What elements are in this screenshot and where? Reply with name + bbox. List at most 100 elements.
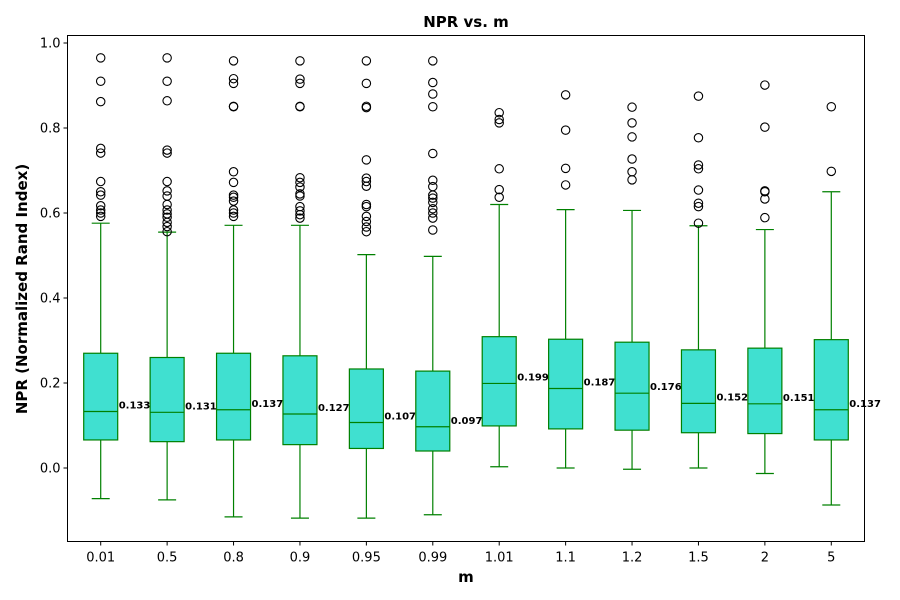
outlier-point: [760, 80, 770, 90]
outlier-point: [95, 190, 106, 200]
outlier-point: [428, 56, 438, 66]
median-value-label: 0.187: [584, 378, 616, 389]
outlier-point: [361, 101, 372, 112]
y-tick-label: 0.4: [40, 292, 61, 307]
median-value-label: 0.133: [119, 400, 151, 411]
y-tick-label: 0.8: [40, 122, 61, 137]
outlier-point: [162, 53, 172, 63]
outlier-point: [361, 176, 372, 187]
box-iqr: [481, 336, 517, 427]
outlier-point: [627, 132, 637, 142]
box-iqr: [282, 355, 318, 446]
box-iqr: [215, 352, 252, 441]
outlier-point: [295, 206, 305, 216]
median-value-label: 0.137: [252, 399, 284, 410]
outlier-point: [494, 192, 504, 203]
outlier-point: [228, 177, 239, 188]
outlier-point: [228, 208, 239, 218]
outlier-point: [560, 90, 571, 100]
median-value-label: 0.176: [650, 382, 682, 393]
outlier-point: [826, 102, 837, 112]
outlier-point: [428, 213, 438, 223]
outlier-point: [560, 180, 571, 190]
outlier-point: [361, 155, 372, 165]
outlier-point: [228, 196, 239, 206]
outlier-point: [627, 102, 637, 112]
outlier-point: [627, 167, 637, 177]
outlier-point: [494, 114, 504, 125]
outlier-point: [162, 191, 172, 201]
outlier-point: [228, 101, 239, 112]
outlier-point: [494, 164, 504, 174]
x-tick-label: 1.2: [622, 551, 643, 566]
outlier-point: [295, 74, 305, 84]
x-tick-label: 0.9: [290, 551, 311, 566]
outlier-point: [361, 216, 372, 227]
outlier-point: [95, 143, 106, 154]
y-tick-label: 0.2: [40, 377, 61, 392]
outlier-point: [295, 101, 305, 112]
x-tick-label: 1.1: [555, 551, 576, 566]
x-tick-label: 2: [761, 551, 769, 566]
outlier-point: [95, 211, 106, 222]
outlier-point: [295, 78, 305, 89]
box-iqr: [747, 347, 783, 435]
x-tick-label: 0.8: [223, 551, 244, 566]
outlier-point: [295, 213, 305, 223]
box-iqr: [83, 352, 119, 441]
outlier-point: [162, 209, 172, 219]
outlier-point: [162, 212, 172, 223]
outlier-point: [693, 198, 704, 208]
outlier-point: [494, 118, 504, 128]
outlier-point: [295, 172, 305, 183]
outlier-point: [428, 208, 438, 218]
outlier-point: [494, 107, 504, 118]
outlier-point: [693, 160, 704, 170]
outlier-point: [693, 164, 704, 174]
x-tick-label: 0.5: [157, 551, 178, 566]
outlier-point: [428, 77, 438, 88]
outlier-point: [295, 189, 305, 199]
outlier-point: [95, 76, 106, 87]
median-value-label: 0.127: [318, 403, 350, 414]
outlier-point: [95, 205, 106, 215]
plot-area: 0.0 0.2 0.4 0.6 0.8 1.0 0.01 0.133 0.5 0.131 0.8 0.…: [40, 37, 881, 566]
outlier-point: [693, 185, 704, 195]
median-value-label: 0.097: [451, 416, 483, 427]
median-value-label: 0.152: [716, 392, 748, 403]
outlier-point: [428, 204, 438, 214]
outlier-point: [95, 176, 106, 187]
outlier-point: [428, 102, 438, 112]
outlier-point: [162, 186, 172, 196]
outlier-point: [361, 199, 372, 210]
x-axis-label: m: [458, 568, 474, 586]
outlier-point: [228, 73, 239, 84]
outlier-point: [228, 211, 239, 222]
y-axis-label: NPR (Normalized Rand Index): [13, 164, 31, 414]
outlier-point: [428, 225, 438, 235]
outlier-point: [428, 181, 438, 192]
x-tick-label: 0.95: [352, 551, 381, 566]
outlier-point: [361, 56, 372, 66]
outlier-point: [361, 211, 372, 222]
outlier-point: [693, 201, 704, 212]
outlier-point: [228, 78, 239, 89]
outlier-point: [295, 56, 305, 66]
outlier-point: [162, 226, 172, 237]
x-tick-label: 1.01: [485, 551, 514, 566]
median-value-label: 0.107: [384, 412, 416, 423]
outlier-point: [494, 184, 504, 195]
outlier-point: [760, 186, 770, 196]
box-iqr: [348, 368, 384, 450]
outlier-point: [162, 148, 172, 158]
outlier-point: [162, 96, 172, 106]
x-tick-label: 0.99: [418, 551, 447, 566]
outlier-point: [361, 226, 372, 237]
outlier-point: [627, 154, 637, 164]
outlier-point: [428, 148, 438, 159]
outlier-point: [428, 197, 438, 208]
box-iqr: [614, 341, 650, 431]
outlier-point: [295, 182, 305, 192]
outlier-point: [95, 208, 106, 218]
